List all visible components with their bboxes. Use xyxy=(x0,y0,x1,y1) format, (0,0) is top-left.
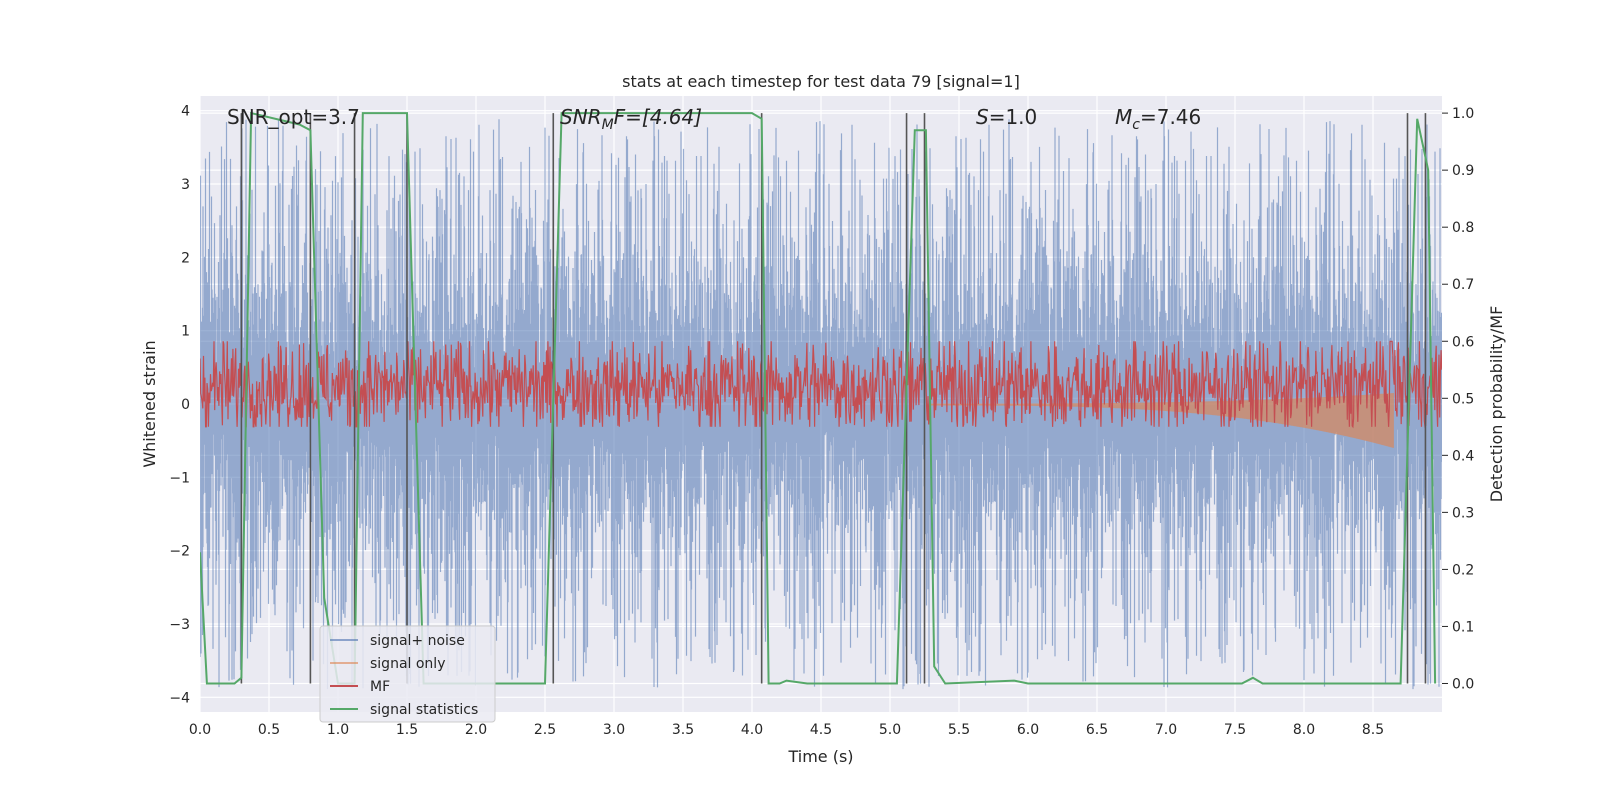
y-axis-left: −4 −3 −2 −1 0 1 2 3 4 xyxy=(169,104,190,707)
y-tick-label-right: 0.0 xyxy=(1452,676,1474,692)
x-tick-label: 2.5 xyxy=(534,722,556,738)
annotation-snr-mf-prefix: SNR xyxy=(560,105,602,129)
x-tick-label: 8.5 xyxy=(1362,722,1384,738)
legend-label-mf: MF xyxy=(370,679,390,695)
y-tick-label: −2 xyxy=(169,544,190,560)
y-tick-label: 2 xyxy=(181,250,190,266)
x-tick-label: 7.0 xyxy=(1155,722,1177,738)
y-tick-label-right: 1.0 xyxy=(1452,106,1474,122)
y-axis-label: Whitened strain xyxy=(140,340,159,467)
legend-box xyxy=(319,625,496,723)
x-tick-label: 4.5 xyxy=(810,722,832,738)
annotation-snr-mf-sub: M xyxy=(602,117,614,133)
x-tick-label: 4.0 xyxy=(741,722,763,738)
y-tick-label: 0 xyxy=(181,397,190,413)
annotation-s: S=1.0 xyxy=(976,105,1037,129)
annotation-s-italic: S xyxy=(976,105,989,129)
legend-label-signal-statistics: signal statistics xyxy=(370,702,478,718)
x-tick-label: 8.0 xyxy=(1293,722,1315,738)
x-tick-label: 1.5 xyxy=(396,722,418,738)
x-tick-label: 1.0 xyxy=(327,722,349,738)
chart-title: stats at each timestep for test data 79 … xyxy=(622,72,1020,91)
x-axis: 0.0 0.5 1.0 1.5 2.0 2.5 3.0 3.5 4.0 4.5 5.0 5.5 6.0 6… xyxy=(189,722,1384,738)
x-tick-label: 3.0 xyxy=(603,722,625,738)
x-tick-label: 0.5 xyxy=(258,722,280,738)
y-axis-label-right: Detection probability/MF xyxy=(1487,306,1506,503)
y-tick-label: 1 xyxy=(181,324,190,340)
annotation-snr-mf: SNRMF=[4.64] xyxy=(560,105,702,133)
y-tick-label-right: 0.6 xyxy=(1452,334,1474,350)
x-tick-label: 3.5 xyxy=(672,722,694,738)
y-axis-right: 0.0 0.1 0.2 0.3 0.4 0.5 0.6 0.7 0.8 0.9 1.0 xyxy=(1442,106,1474,692)
y-tick-label-right: 0.9 xyxy=(1452,163,1474,179)
y-tick-label-right: 0.5 xyxy=(1452,391,1474,407)
y-tick-label-right: 0.3 xyxy=(1452,505,1474,521)
x-tick-label: 0.0 xyxy=(189,722,211,738)
legend-label-signal-only: signal only xyxy=(370,656,445,672)
y-tick-label-right: 0.7 xyxy=(1452,277,1474,293)
y-tick-label-right: 0.2 xyxy=(1452,562,1474,578)
annotation-mc-sub: c xyxy=(1132,117,1140,133)
annotation-mc-rest: =7.46 xyxy=(1140,105,1201,129)
series-layer xyxy=(200,111,1442,690)
y-tick-label: −4 xyxy=(169,690,190,706)
x-tick-label: 2.0 xyxy=(465,722,487,738)
legend-label-signal-noise: signal+ noise xyxy=(370,633,465,649)
y-tick-label: 4 xyxy=(181,104,190,120)
annotation-mc: Mc=7.46 xyxy=(1115,105,1201,133)
y-tick-label: 3 xyxy=(181,177,190,193)
legend: signal+ noise signal only MF signal stat… xyxy=(319,625,496,723)
x-tick-label: 7.5 xyxy=(1224,722,1246,738)
annotation-s-rest: =1.0 xyxy=(989,105,1038,129)
x-axis-label: Time (s) xyxy=(787,747,853,766)
y-tick-label-right: 0.8 xyxy=(1452,220,1474,236)
annotation-snr-mf-rest: F=[4.64] xyxy=(614,105,702,129)
y-tick-label-right: 0.4 xyxy=(1452,448,1474,464)
y-tick-label: −1 xyxy=(169,470,190,486)
x-tick-label: 5.0 xyxy=(879,722,901,738)
annotation-snr-opt: SNR_opt=3.7 xyxy=(227,105,360,129)
series-signal-statistics xyxy=(200,111,1437,685)
y-tick-label: −3 xyxy=(169,617,190,633)
x-tick-label: 6.5 xyxy=(1086,722,1108,738)
x-tick-label: 6.0 xyxy=(1017,722,1039,738)
x-tick-label: 5.5 xyxy=(948,722,970,738)
y-tick-label-right: 0.1 xyxy=(1452,619,1474,635)
annotation-mc-italic: M xyxy=(1115,105,1132,129)
